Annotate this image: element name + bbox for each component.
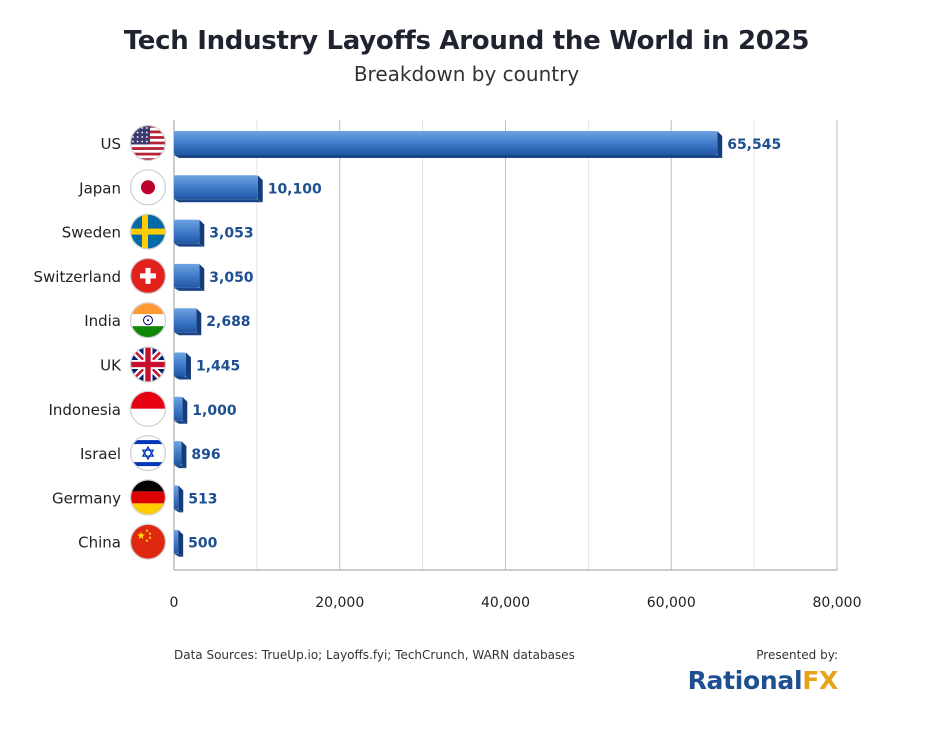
bar-chart: 0 20,000 40,000 60,000 80,000 65,545 US 10,100… [34, 120, 862, 611]
bar-side [178, 485, 184, 513]
bar-front [174, 131, 718, 155]
logo-text-rational: Rational [687, 666, 803, 695]
category-label-switzerland: Switzerland [34, 268, 122, 286]
category-label-indonesia: Indonesia [48, 401, 121, 419]
bar-side [178, 529, 184, 557]
x-tick-label: 40,000 [481, 595, 530, 611]
bar-japan [174, 175, 263, 203]
value-label-india: 2,688 [206, 314, 250, 330]
bar-bottom [174, 420, 188, 424]
bar-side [181, 441, 187, 469]
bar-side [199, 219, 205, 247]
bar-front [174, 175, 258, 200]
switzerland-flag-icon [129, 257, 167, 294]
bar-front [174, 485, 179, 510]
bar-front [174, 529, 179, 554]
bar-bottom [174, 465, 187, 469]
x-tick-label: 0 [170, 595, 179, 611]
bar-front [174, 308, 197, 333]
bar-switzerland [174, 263, 205, 291]
category-label-sweden: Sweden [62, 224, 121, 242]
category-label-germany: Germany [52, 489, 121, 507]
us-flag-icon [129, 124, 167, 162]
rationalfx-logo: RationalFX [687, 666, 839, 695]
bar-side [185, 352, 191, 380]
chart-subtitle: Breakdown by country [353, 62, 580, 86]
category-label-uk: UK [100, 357, 122, 375]
sweden-flag-icon [129, 213, 167, 250]
bar-us [174, 131, 723, 158]
value-label-sweden: 3,053 [209, 226, 253, 242]
category-label-israel: Israel [80, 445, 121, 463]
bar-israel [174, 441, 187, 469]
bar-bottom [174, 155, 723, 158]
x-tick-label: 20,000 [315, 595, 364, 611]
value-label-uk: 1,445 [196, 359, 240, 375]
bar-side [717, 131, 723, 158]
bar-front [174, 441, 182, 466]
bar-sweden [174, 219, 205, 247]
category-label-japan: Japan [78, 179, 121, 197]
x-tick-label: 80,000 [813, 595, 862, 611]
presented-by-label: Presented by: [756, 648, 838, 662]
uk-flag-icon [129, 346, 167, 383]
chart-title: Tech Industry Layoffs Around the World i… [123, 26, 810, 56]
india-flag-icon [129, 302, 167, 339]
value-label-japan: 10,100 [268, 181, 322, 197]
bar-bottom [174, 376, 191, 380]
bar-germany [174, 485, 184, 513]
value-label-germany: 513 [188, 491, 217, 507]
value-label-china: 500 [188, 536, 217, 552]
bar-bottom [174, 199, 263, 203]
china-flag-icon [129, 523, 167, 560]
value-label-us: 65,545 [727, 137, 781, 153]
bar-indonesia [174, 396, 188, 424]
category-label-us: US [100, 135, 121, 153]
bar-front [174, 219, 200, 244]
x-tick-label: 60,000 [647, 595, 696, 611]
bar-side [182, 396, 188, 424]
bar-bottom [174, 509, 184, 513]
bar-front [174, 352, 186, 377]
value-label-israel: 896 [191, 447, 220, 463]
indonesia-flag-icon [129, 390, 167, 427]
bar-front [174, 396, 183, 421]
logo-text-fx: FX [802, 666, 838, 695]
germany-flag-icon [129, 479, 167, 516]
bar-uk [174, 352, 191, 380]
value-label-indonesia: 1,000 [192, 403, 237, 419]
bar-india [174, 308, 202, 336]
value-label-switzerland: 3,050 [209, 270, 254, 286]
japan-flag-icon [129, 169, 167, 206]
bar-bottom [174, 243, 205, 247]
bar-side [196, 308, 202, 336]
bar-side [199, 263, 205, 291]
data-sources-note: Data Sources: TrueUp.io; Layoffs.fyi; Te… [174, 648, 575, 662]
bar-china [174, 529, 184, 557]
bar-side [257, 175, 263, 203]
bar-bottom [174, 332, 202, 336]
bar-bottom [174, 287, 205, 291]
israel-flag-icon [129, 435, 167, 472]
bar-bottom [174, 553, 184, 557]
category-label-india: India [84, 312, 121, 330]
category-label-china: China [78, 534, 121, 552]
bar-front [174, 263, 200, 288]
